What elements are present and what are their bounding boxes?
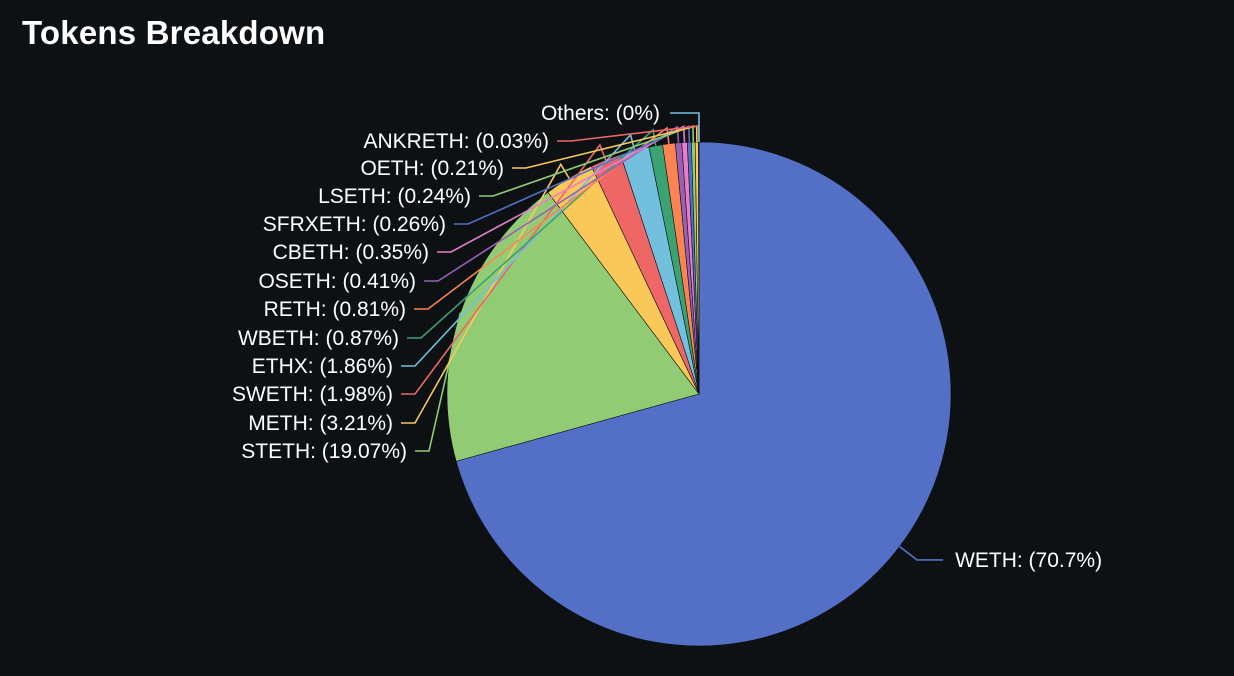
slice-label-oseth: OSETH: (0.41%): [258, 270, 416, 293]
pie-slice-weth: [455, 141, 952, 647]
slice-label-reth: RETH: (0.81%): [264, 298, 406, 321]
slice-label-sfrxeth: SFRXETH: (0.26%): [263, 213, 446, 236]
leader-line-sfrxeth: [454, 124, 691, 225]
leader-line-weth: [899, 545, 944, 561]
leader-lines: [401, 112, 944, 561]
slice-label-weth: WETH: (70.7%): [955, 549, 1102, 572]
slice-label-lseth: LSETH: (0.24%): [318, 185, 471, 208]
slice-label-oeth: OETH: (0.21%): [360, 157, 504, 180]
leader-line-oeth: [512, 124, 698, 169]
leader-line-steth: [415, 312, 462, 452]
leader-line-oseth: [424, 125, 680, 282]
leader-line-ethx: [401, 133, 636, 367]
slice-labels: WETH: (70.7%) STETH: (19.07%) METH: (3.21%…: [232, 102, 1102, 572]
slice-label-sweth: SWETH: (1.98%): [232, 383, 393, 406]
slice-label-meth: METH: (3.21%): [248, 412, 393, 435]
slice-label-wbeth: WBETH: (0.87%): [238, 327, 399, 350]
slice-label-ethx: ETHX: (1.86%): [252, 355, 393, 378]
leader-line-sweth: [401, 143, 607, 395]
leader-line-cbeth: [437, 125, 686, 253]
slice-label-steth: STETH: (19.07%): [241, 440, 407, 463]
leader-line-lseth: [479, 124, 695, 197]
pie-slices: [446, 141, 952, 647]
slice-label-ankreth: ANKRETH: (0.03%): [363, 130, 549, 153]
slice-label-cbeth: CBETH: (0.35%): [273, 241, 429, 264]
slice-label-others: Others: (0%): [541, 102, 660, 125]
leader-line-others: [670, 112, 700, 142]
chart-title: Tokens Breakdown: [22, 14, 326, 51]
